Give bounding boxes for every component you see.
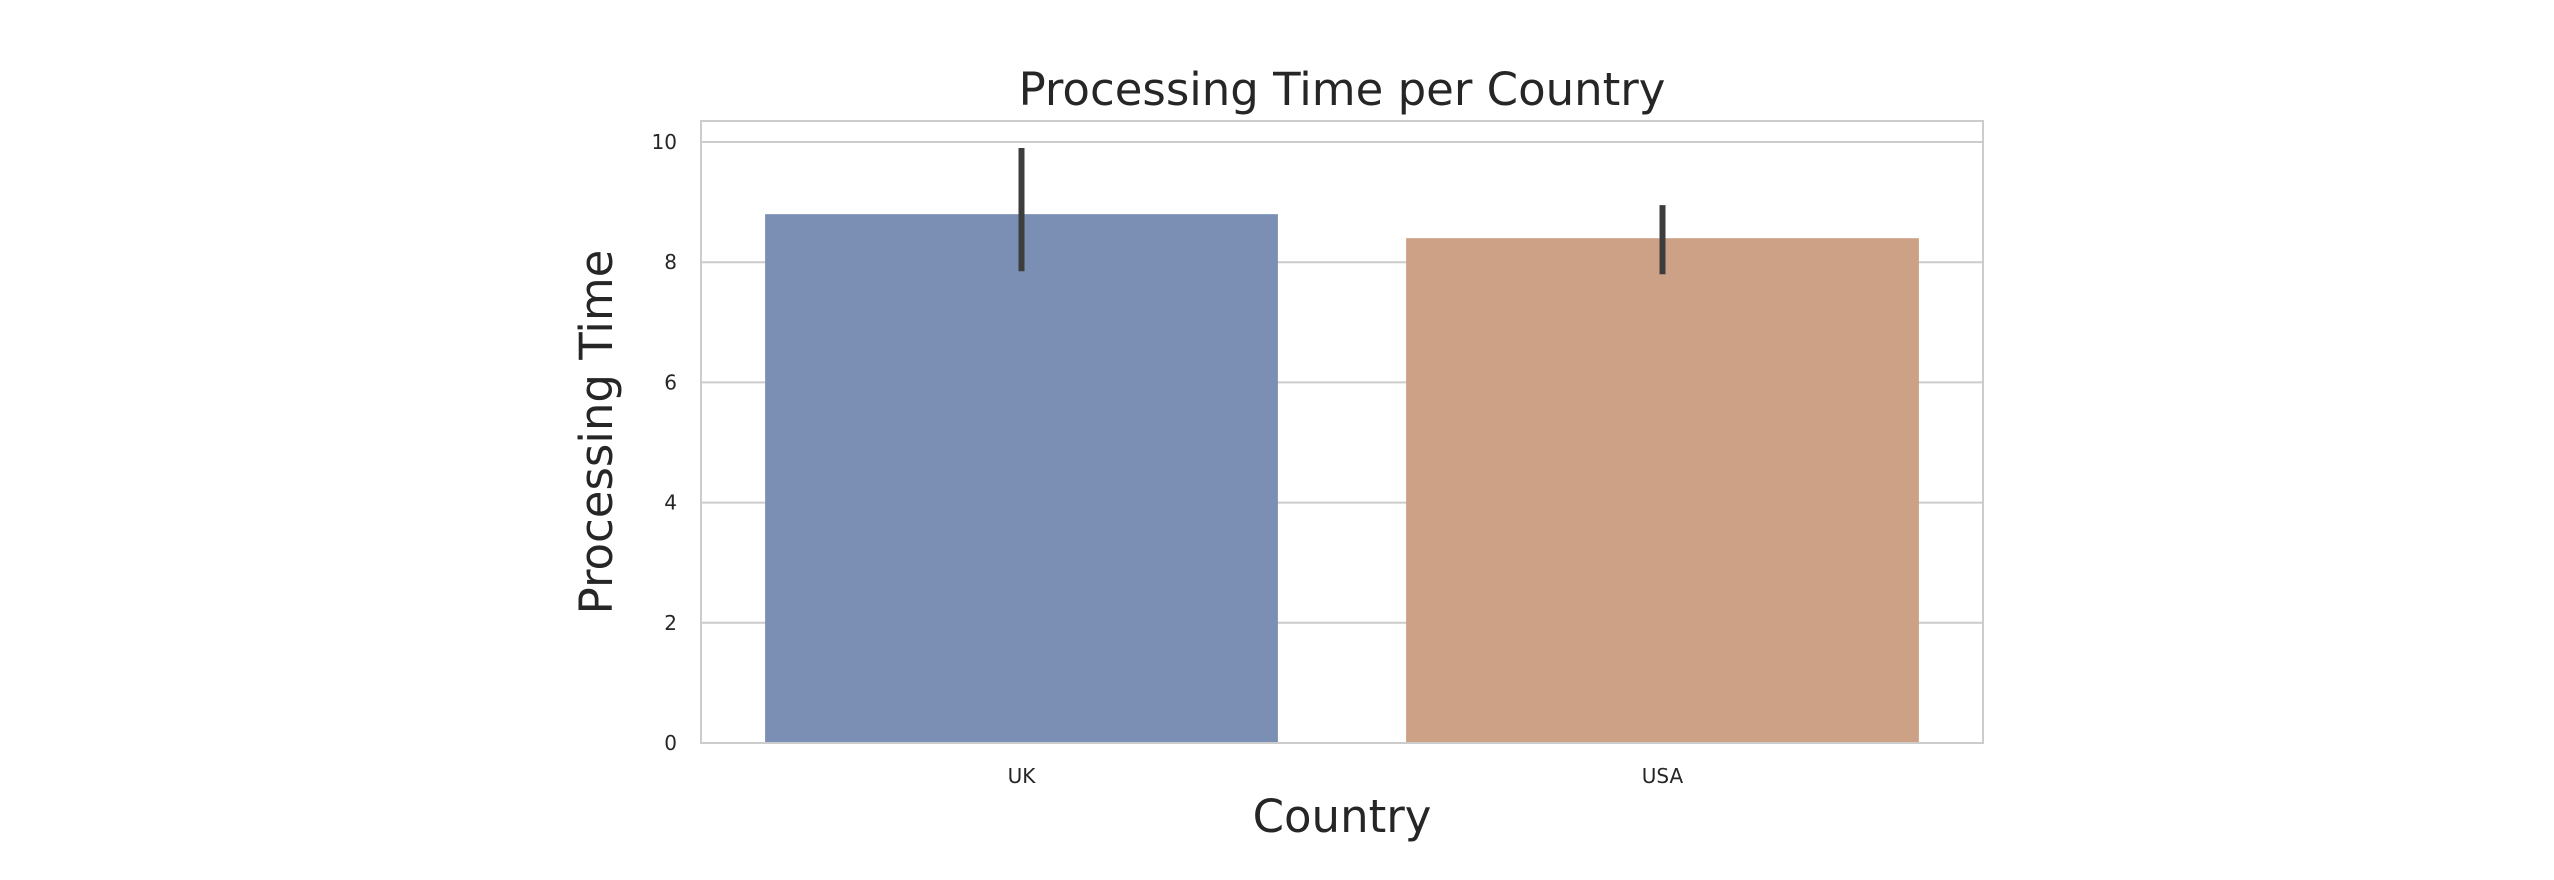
x-tick-label: UK	[1008, 764, 1037, 788]
x-tick-label: USA	[1642, 764, 1684, 788]
y-tick-label: 2	[664, 611, 677, 635]
plot-frame	[700, 120, 1984, 744]
y-tick-label: 6	[664, 370, 677, 394]
y-tick-label: 10	[652, 130, 677, 154]
y-axis-label: Processing Time	[570, 250, 623, 615]
chart-title: Processing Time per Country	[1019, 63, 1666, 116]
y-tick-label: 4	[664, 491, 677, 515]
x-tick-labels: UK USA	[1008, 764, 1684, 788]
bars	[765, 214, 1919, 743]
bar-usa	[1406, 238, 1919, 743]
bar-uk	[765, 214, 1278, 743]
x-axis-label: Country	[1253, 790, 1432, 843]
y-tick-label: 8	[664, 250, 677, 274]
y-tick-labels: 0 2 4 6 8 10	[652, 130, 677, 755]
error-bars	[1018, 148, 1666, 275]
y-tick-label: 0	[664, 731, 677, 755]
